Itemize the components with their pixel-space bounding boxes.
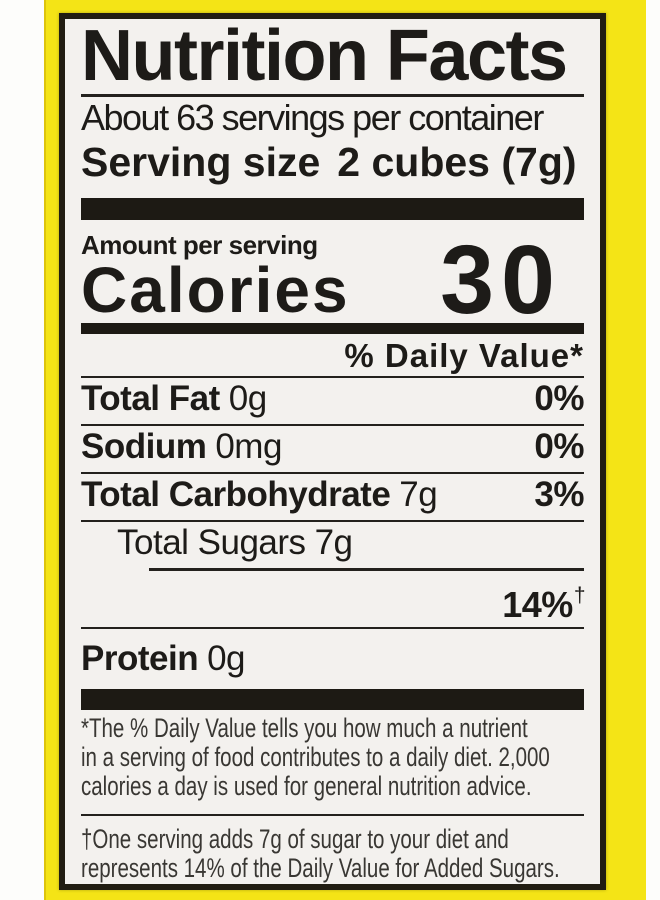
label-title: Nutrition Facts xyxy=(81,16,568,96)
footnote-line: in a serving of food contributes to a da… xyxy=(81,741,550,772)
nutrient-name-amount: Total Sugars 7g xyxy=(117,523,353,562)
nutrient-row-total-sugars: Total Sugars 7g xyxy=(81,520,584,568)
nutrient-daily-value: 0% xyxy=(534,427,584,466)
label-content: Nutrition Facts About 63 servings per co… xyxy=(65,19,600,884)
title-divider xyxy=(81,94,584,97)
calories-value: 30 xyxy=(440,225,562,334)
serving-size-line: Serving size 2 cubes (7g) xyxy=(81,139,584,186)
nutrition-facts-label: Nutrition Facts About 63 servings per co… xyxy=(59,13,606,890)
serving-size-value: 2 cubes (7g) xyxy=(337,139,577,185)
yellow-package-background: Nutrition Facts About 63 servings per co… xyxy=(44,0,646,900)
daily-value-header: % Daily Value* xyxy=(344,337,584,374)
nutrient-daily-value: 3% xyxy=(534,475,584,514)
amount-per-serving-label: Amount per serving xyxy=(81,230,318,260)
calories-label: Calories xyxy=(81,254,350,326)
footnote-added-sugars: †One serving adds 7g of sugar to your di… xyxy=(81,825,584,883)
servings-per-container: About 63 servings per container xyxy=(81,97,544,138)
nutrient-rows: Total Fat 0g 0% Sodium 0mg 0% Total Carboh… xyxy=(81,376,586,686)
nutrient-name-amount: Sodium 0mg xyxy=(81,427,282,466)
footnote-line: †One serving adds 7g of sugar to your di… xyxy=(81,824,509,854)
nutrient-row-added-sugars-dv: 14%† xyxy=(81,571,586,627)
nutrient-row-total-carbohydrate: Total Carbohydrate 7g 3% xyxy=(81,472,584,520)
nutrient-daily-value: 0% xyxy=(534,379,584,418)
dagger-mark: † xyxy=(573,583,586,607)
footnote-line: calories a day is used for general nutri… xyxy=(81,770,532,801)
section-bar-bottom xyxy=(81,688,584,710)
footnote-line: represents 14% of the Daily Value for Ad… xyxy=(81,853,560,883)
nutrient-row-total-fat: Total Fat 0g 0% xyxy=(81,376,584,424)
serving-size-label: Serving size xyxy=(81,139,321,185)
footnote-line: *The % Daily Value tells you how much a … xyxy=(81,712,528,743)
added-sugars-daily-value: 14%† xyxy=(502,583,586,625)
nutrient-name-amount: Total Carbohydrate 7g xyxy=(81,475,438,514)
footnote-divider xyxy=(81,813,584,816)
nutrient-row-sodium: Sodium 0mg 0% xyxy=(81,424,584,472)
section-bar-top xyxy=(81,198,584,220)
nutrient-name-amount: Protein 0g xyxy=(81,638,246,678)
nutrient-row-protein: Protein 0g xyxy=(81,626,584,686)
calories-section: Amount per serving Calories 30 xyxy=(81,230,584,328)
section-bar-medium xyxy=(81,323,584,334)
nutrient-name-amount: Total Fat 0g xyxy=(81,379,267,418)
serving-size-gap xyxy=(320,139,337,186)
added-sugars-divider xyxy=(149,568,584,571)
footnote-daily-value: *The % Daily Value tells you how much a … xyxy=(81,712,584,801)
